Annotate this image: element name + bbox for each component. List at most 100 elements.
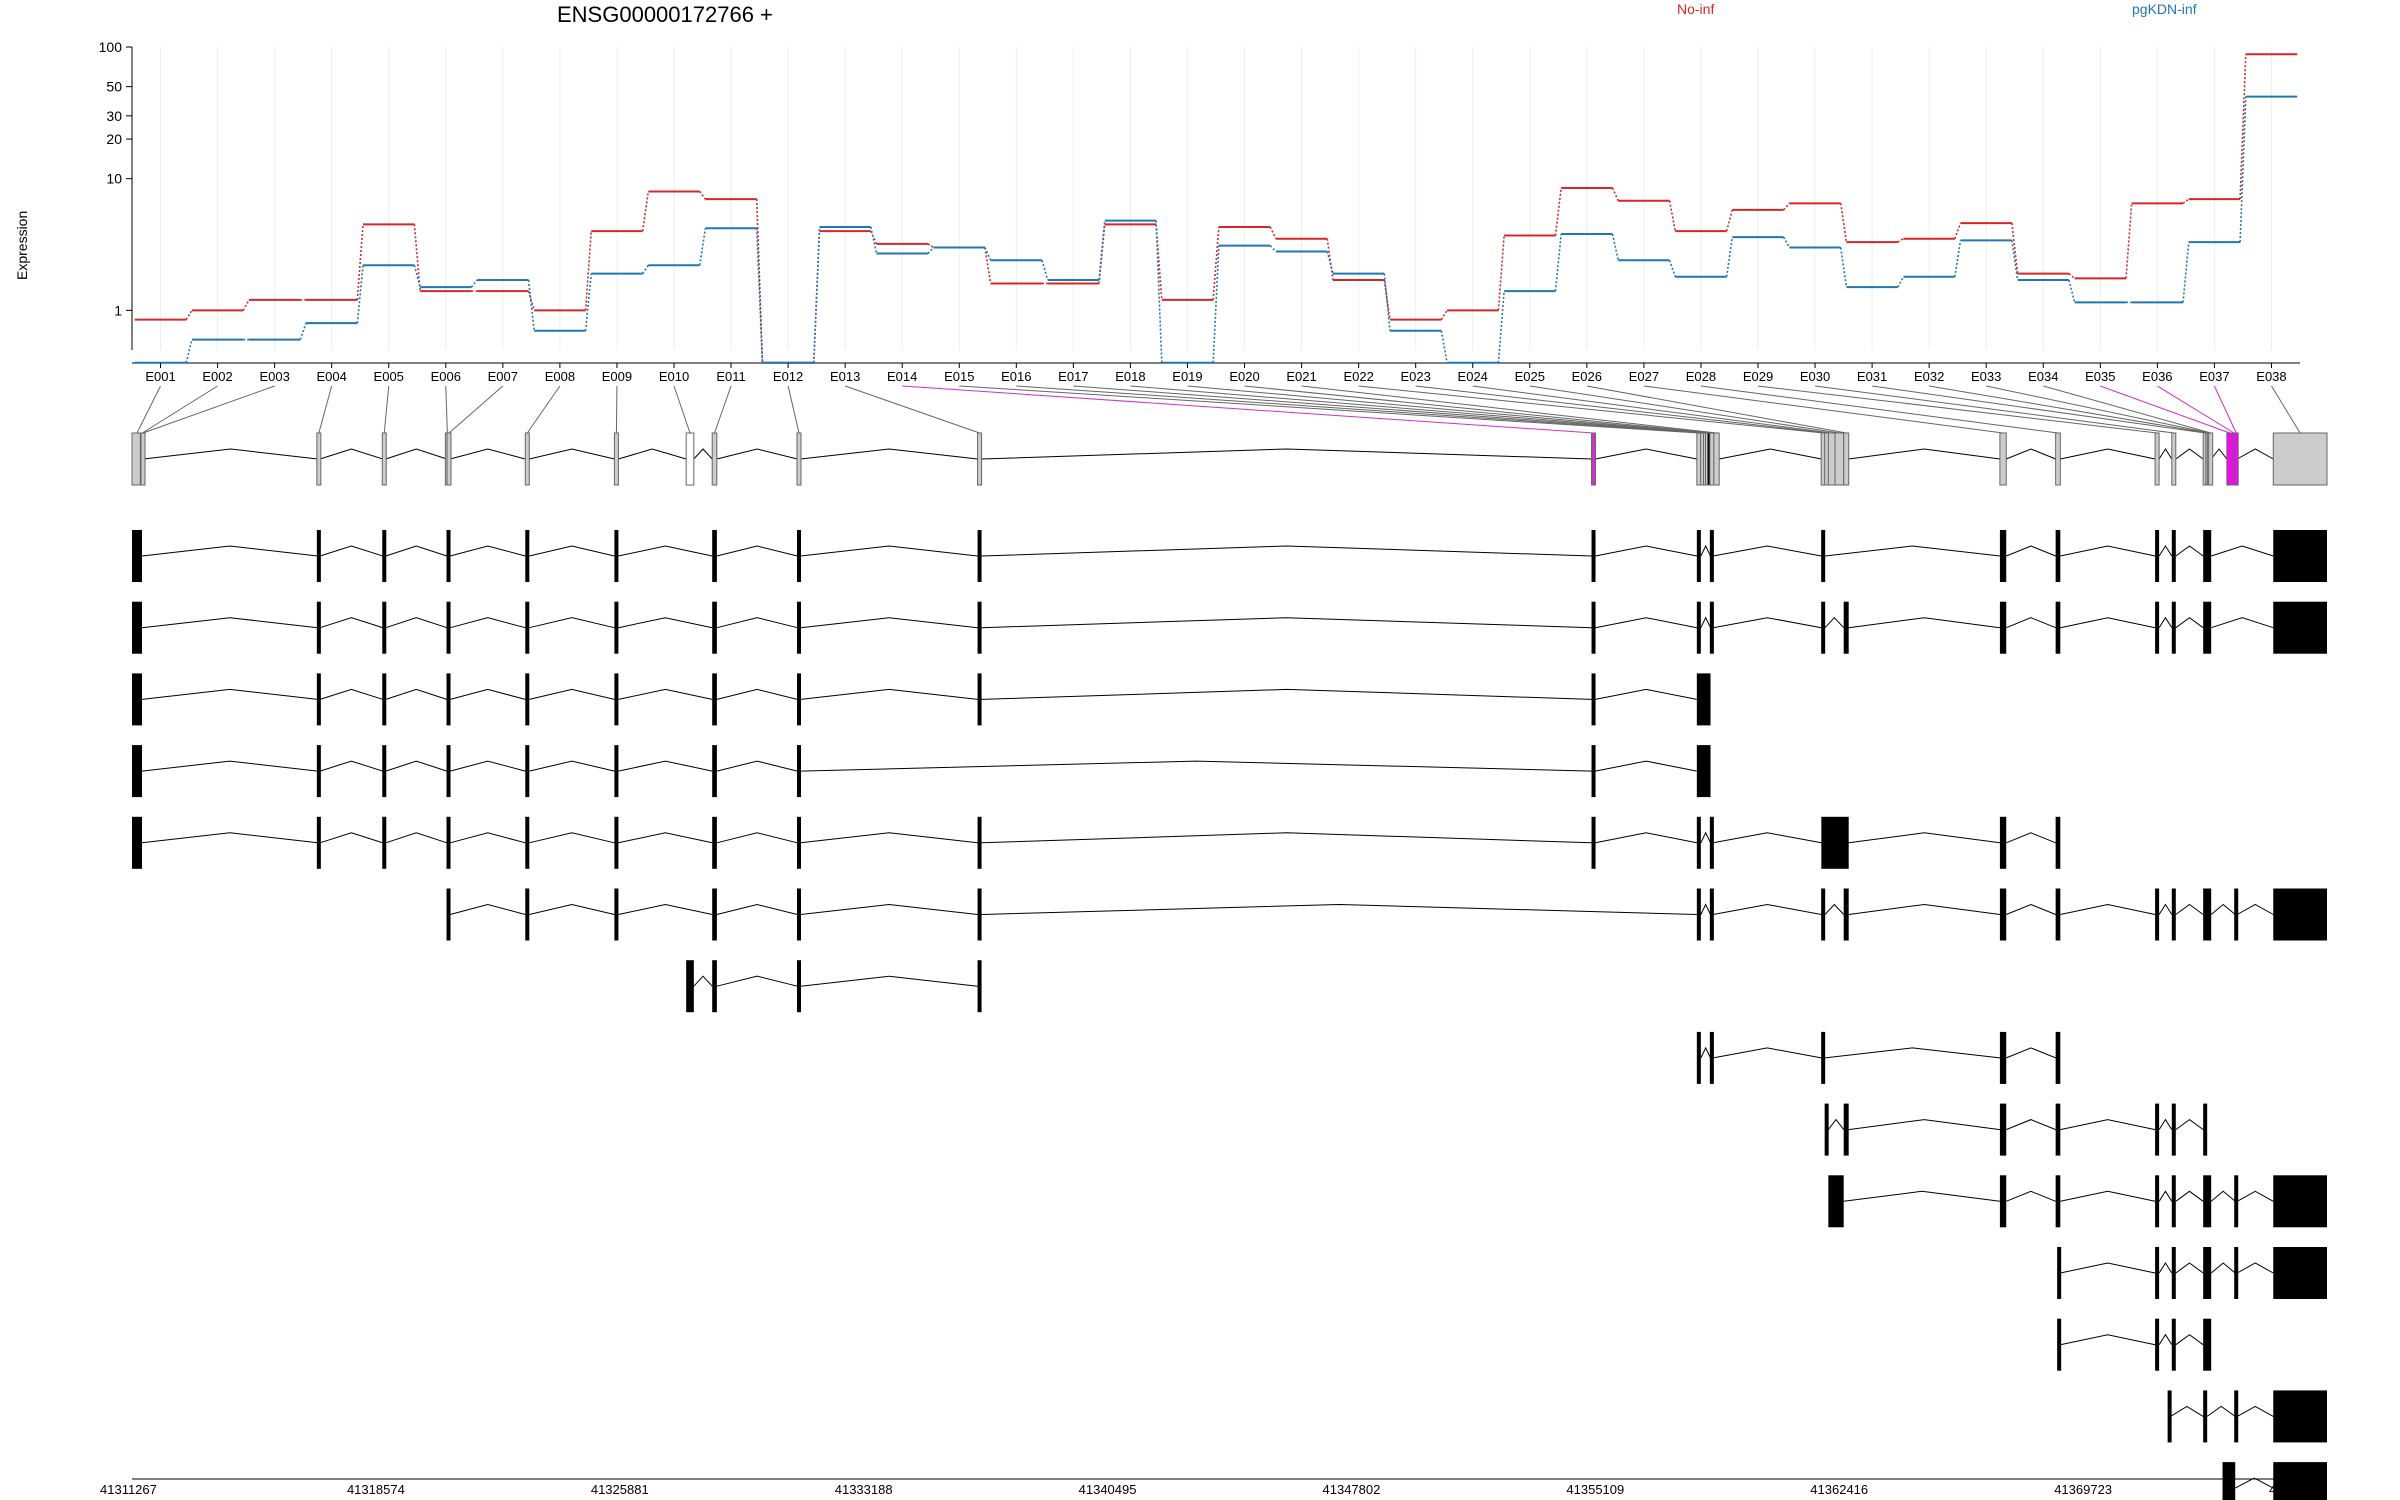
- transcript-2-intron: [2211, 617, 2274, 629]
- exon-bin-E013: [977, 432, 983, 486]
- transcript-6-intron: [2210, 903, 2236, 915]
- transcript-6-exon: [2171, 888, 2176, 941]
- exon-bin-E014: [1591, 432, 1597, 486]
- transcript-3-exon: [977, 673, 982, 726]
- exon-bin-E028: [2055, 432, 2061, 486]
- transcript-2-intron: [618, 617, 713, 629]
- transcript-9-exon: [1824, 1103, 1829, 1156]
- chart-title: ENSG00000172766 +: [557, 2, 773, 27]
- transcript-5-exon: [1709, 816, 1714, 869]
- transcript-6-exon: [2203, 888, 2212, 941]
- transcript-1-intron: [1713, 545, 1822, 557]
- transcript-11-exon: [2155, 1247, 2160, 1299]
- transcript-2-intron: [529, 617, 615, 629]
- transcript-2-exon: [316, 601, 321, 654]
- exon-bin-E020: [1709, 432, 1715, 486]
- transcript-2-exon: [2273, 601, 2327, 654]
- transcript-6-exon: [712, 888, 717, 941]
- intron-line: [2236, 448, 2274, 460]
- transcript-3-exon: [446, 673, 451, 726]
- connector-E038: [2271, 385, 2301, 434]
- transcript-6-intron: [2006, 903, 2056, 915]
- transcript-1-exon: [382, 530, 387, 582]
- transcript-5-exon: [796, 816, 801, 869]
- x-tick-label-E015: E015: [944, 369, 974, 384]
- transcript-1-exon: [132, 530, 143, 582]
- x-tick-label-E032: E032: [1914, 369, 1944, 384]
- transcript-9-exon: [2055, 1103, 2061, 1156]
- series-connector: [698, 228, 707, 266]
- connector-E035: [2100, 385, 2230, 434]
- exon-bin-E010: [685, 432, 695, 486]
- transcript-2-exon: [614, 601, 619, 654]
- x-tick-label-E036: E036: [2142, 369, 2172, 384]
- connector-E015: [959, 385, 1699, 434]
- x-tick-label-E003: E003: [259, 369, 289, 384]
- exon-bin-E007: [446, 432, 452, 486]
- transcript-9-intron: [1848, 1119, 2000, 1131]
- transcript-5-exon: [525, 816, 530, 869]
- x-tick-label-E035: E035: [2085, 369, 2115, 384]
- transcript-5-intron: [716, 832, 798, 844]
- transcript-1-exon: [316, 530, 321, 582]
- transcript-3-exon: [525, 673, 530, 726]
- series-connector: [984, 247, 992, 261]
- transcript-1-exon: [712, 530, 717, 582]
- x-tick-label-E037: E037: [2199, 369, 2229, 384]
- transcript-1-exon: [614, 530, 619, 582]
- transcript-11-intron: [2158, 1262, 2173, 1274]
- legend-entry-no-inf: No-inf: [1677, 1, 1715, 17]
- transcript-2-exon: [2203, 601, 2212, 654]
- transcript-2-exon: [1999, 601, 2007, 654]
- transcript-6-intron: [1700, 903, 1711, 915]
- intron-line: [693, 448, 713, 460]
- transcript-3-intron: [450, 688, 526, 700]
- transcript-4-intron: [141, 760, 318, 772]
- transcript-11-exon: [2203, 1247, 2212, 1299]
- y-tick-label: 30: [106, 108, 122, 124]
- transcript-4-exon: [614, 745, 619, 798]
- transcript-13-exon: [2167, 1390, 2172, 1443]
- transcript-10-exon: [2055, 1175, 2061, 1228]
- transcript-8-exon: [1696, 1031, 1701, 1084]
- transcript-3-intron: [1595, 688, 1697, 700]
- transcript-1-exon: [1821, 530, 1826, 582]
- transcript-3-intron: [385, 688, 448, 700]
- transcript-5-exon: [1821, 816, 1849, 869]
- intron-line: [1848, 448, 2000, 460]
- transcript-2-exon: [796, 601, 801, 654]
- x-tick-label-E038: E038: [2256, 369, 2286, 384]
- transcript-6-intron: [1713, 903, 1822, 915]
- series-connector: [1668, 260, 1677, 278]
- connector-E020: [1244, 385, 1712, 434]
- y-tick-label: 50: [106, 79, 122, 95]
- connector-E001: [136, 385, 161, 434]
- intron-line: [2158, 448, 2173, 460]
- transcript-14-exon: [2273, 1462, 2327, 1500]
- intron-line: [529, 448, 615, 460]
- transcript-8-intron: [1824, 1047, 2000, 1059]
- transcript-1-exon: [1999, 530, 2007, 582]
- transcript-6-intron: [2060, 903, 2156, 915]
- transcript-11-exon: [2234, 1247, 2239, 1299]
- connector-E016: [1016, 385, 1703, 434]
- transcript-7-exon: [796, 960, 801, 1013]
- transcript-13-exon: [2203, 1390, 2208, 1443]
- transcript-6-exon: [2273, 888, 2327, 941]
- transcript-6-intron: [800, 903, 978, 915]
- transcript-6-intron: [1824, 903, 1845, 915]
- x-tick-label-E034: E034: [2028, 369, 2058, 384]
- gene-model: [131, 432, 2328, 486]
- transcript-6-intron: [450, 903, 526, 915]
- transcript-2-exon: [712, 601, 717, 654]
- transcript-4-intron: [618, 760, 713, 772]
- connector-E027: [1643, 385, 2004, 434]
- transcript-3-exon: [316, 673, 321, 726]
- intron-line: [716, 448, 798, 460]
- series-connector: [927, 243, 935, 249]
- transcript-4-exon: [1696, 745, 1711, 798]
- transcript-6-exon: [2234, 888, 2239, 941]
- intron-line: [2210, 448, 2228, 460]
- transcript-10-exon: [2171, 1175, 2176, 1228]
- transcript-2-exon: [2171, 601, 2176, 654]
